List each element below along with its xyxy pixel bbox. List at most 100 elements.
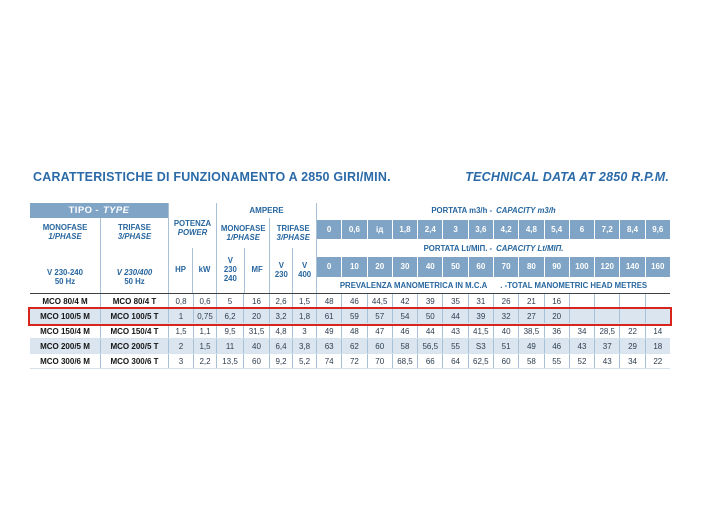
head-value: 44,5 — [366, 294, 392, 308]
head-value: 61 — [316, 309, 341, 323]
monofase-line1: MONOFASE — [42, 223, 88, 232]
head-value: 42 — [391, 294, 417, 308]
ampere-label: AMPERE — [249, 206, 284, 215]
head-value: 39 — [467, 309, 493, 323]
capacity-m3h-value: 9,6 — [645, 219, 670, 239]
table-header: TIPO - TYPE MONOFASE 1/PHASE V 230-240 5… — [30, 203, 670, 293]
ampere-v400-value: 1,8 — [292, 309, 316, 323]
head-value — [594, 309, 619, 323]
head-value: 64 — [442, 354, 467, 368]
ampere-v400-value: 5,2 — [292, 354, 316, 368]
monofase-title: MONOFASE 1/PHASE — [30, 223, 100, 241]
v230-240-l3: 240 — [223, 273, 237, 283]
ampere-v230-value: 9,2 — [269, 354, 292, 368]
phase-columns: MONOFASE 1/PHASE V 230-240 50 Hz TRIFASE… — [30, 218, 168, 293]
head-value: 46 — [391, 324, 417, 338]
hp-value: 3 — [168, 354, 193, 368]
table-row: MCO 80/4 M MCO 80/4 T 0,8 0,6 5 16 2,6 1,5 48 46 4… — [30, 294, 670, 309]
potenza-block: POTENZA POWER HP kW — [168, 203, 216, 293]
capacity-m3h-value: 4,2 — [493, 219, 519, 239]
capacity-ltmin-values-row: 0 10 20 30 40 50 60 70 80 90 100 120 140 160 — [317, 256, 670, 279]
head-value: 62 — [341, 339, 366, 353]
ampere-trifase-line1: TRIFASE — [276, 224, 310, 233]
kw-value: 0,75 — [193, 309, 216, 323]
ampere-v230-240-value: 5 — [216, 294, 243, 308]
capacity-m3h-value: 2,4 — [418, 219, 443, 239]
ampere-voltage-headers: V 230 240 MF V 230 V 400 — [217, 248, 316, 293]
head-value: 39 — [417, 294, 442, 308]
head-value: 20 — [543, 309, 569, 323]
capacity-m3h-value: 1,8 — [392, 219, 418, 239]
head-value: 62,5 — [467, 354, 493, 368]
portata-m3h-label: PORTATA m3/h - — [431, 206, 493, 215]
head-value: 44 — [442, 309, 467, 323]
table-row: MCO 150/4 M MCO 150/4 T 1,5 1,1 9,5 31,5 4,8 3 4… — [30, 324, 670, 339]
v400-l1: V — [302, 260, 308, 270]
ampere-mf-value: 31,5 — [243, 324, 269, 338]
potenza-line1: POTENZA — [173, 218, 212, 228]
capacity-m3h-value: 5,4 — [544, 219, 569, 239]
trifase-line1: TRIFASE — [118, 223, 151, 232]
head-value: 57 — [366, 309, 392, 323]
tipo-type-band: TIPO - TYPE — [30, 203, 168, 218]
head-value: 28,5 — [594, 324, 619, 338]
head-value — [619, 294, 644, 308]
capacity-m3h-value: 3,6 — [468, 219, 493, 239]
ampere-v400-value: 3,8 — [292, 339, 316, 353]
head-value: 51 — [492, 339, 518, 353]
capacity-ltmin-value: 0 — [317, 257, 342, 277]
head-value: 14 — [644, 324, 670, 338]
trifase-hz: 50 Hz — [124, 277, 145, 286]
capacity-m3h-en-label: CAPACITY m3/h — [496, 206, 556, 215]
head-value: 21 — [518, 294, 543, 308]
pump-model-monofase: MCO 80/4 M — [42, 296, 88, 306]
ampere-mf-value: 20 — [243, 309, 269, 323]
capacity-m3h-values-row: 0 0,6 ід 1,8 2,4 3 3,6 4,2 4,8 5,4 6 7,2 8,4 9,6 — [317, 218, 670, 241]
head-value: 58 — [518, 354, 543, 368]
head-value: 38,5 — [518, 324, 543, 338]
head-value: 41,5 — [467, 324, 493, 338]
capacity-m3h-value: 6 — [569, 219, 595, 239]
v230-l2: 230 — [274, 269, 288, 279]
head-value: 40 — [492, 324, 518, 338]
capacity-ltmin-value: 80 — [519, 257, 544, 277]
kw-header: kW — [192, 248, 216, 293]
head-value: 68,5 — [391, 354, 417, 368]
pump-model-trifase: MCO 200/5 T — [100, 339, 168, 353]
head-value: 48 — [316, 294, 341, 308]
table-body: MCO 80/4 M MCO 80/4 T 0,8 0,6 5 16 2,6 1,5 48 46 4… — [28, 293, 672, 369]
ampere-v230-value: 2,6 — [269, 294, 292, 308]
head-value: 36 — [543, 324, 569, 338]
head-value: 44 — [417, 324, 442, 338]
capacity-m3h-value: 0,6 — [342, 219, 367, 239]
capacity-ltmin-value: 140 — [620, 257, 645, 277]
head-value: 54 — [391, 309, 417, 323]
ampere-mf-value: 40 — [243, 339, 269, 353]
capacity-m3h-label: PORTATA m3/h - CAPACITY m3/h — [317, 203, 670, 218]
kw-value: 1,5 — [193, 339, 216, 353]
head-value — [644, 294, 670, 308]
head-value: 46 — [341, 294, 366, 308]
kw-value: 0,6 — [193, 294, 216, 308]
potenza-power-label: POTENZA POWER — [169, 203, 216, 248]
head-value — [644, 309, 670, 323]
head-value: 49 — [316, 324, 341, 338]
head-value: 31 — [467, 294, 493, 308]
tipo-type-block: TIPO - TYPE MONOFASE 1/PHASE V 230-240 5… — [30, 203, 168, 293]
ampere-v400-value: 1,5 — [292, 294, 316, 308]
capacity-ltmin-value: 70 — [493, 257, 519, 277]
trifase-voltage: V 230/400 50 Hz — [101, 268, 168, 286]
title-italian: CARATTERISTICHE DI FUNZIONAMENTO A 2850 … — [33, 170, 391, 184]
monofase-hz: 50 Hz — [54, 277, 76, 286]
capacity-m3h-value: 7,2 — [595, 219, 620, 239]
head-value: 47 — [366, 324, 392, 338]
head-value: 46 — [543, 339, 569, 353]
ampere-trifase-line2: 3/PHASE — [276, 233, 310, 242]
trifase-volt: V 230/400 — [116, 268, 153, 277]
trifase-column-header: TRIFASE 3/PHASE V 230/400 50 Hz — [100, 218, 168, 293]
pump-model-monofase: MCO 300/6 M — [40, 356, 90, 366]
capacity-ltmin-value: 160 — [645, 257, 670, 277]
monofase-volt: V 230-240 — [47, 268, 83, 277]
capacity-m3h-value: 8,4 — [620, 219, 645, 239]
